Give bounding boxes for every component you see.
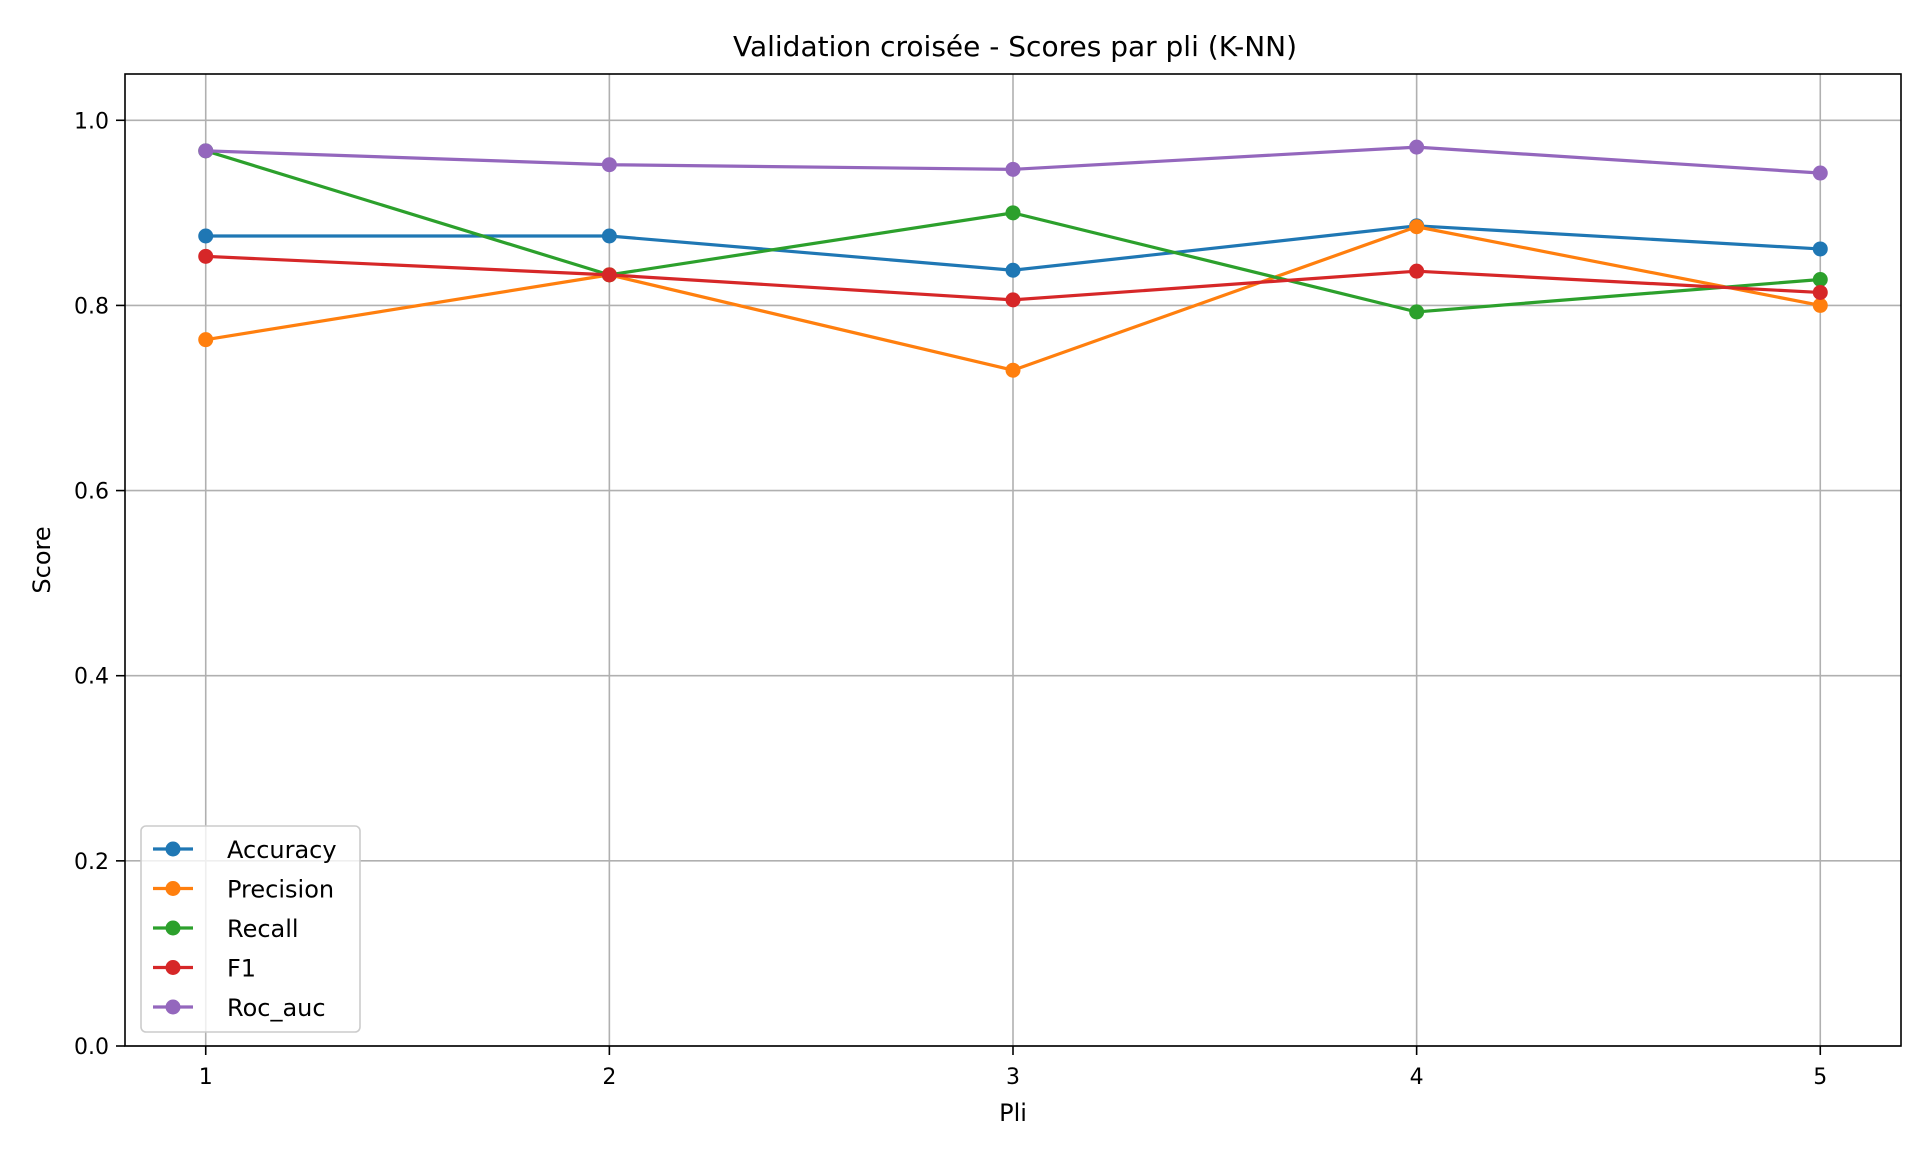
data-point-recall bbox=[1812, 272, 1828, 288]
legend-item-precision: Precision bbox=[153, 876, 334, 904]
data-point-f1 bbox=[198, 248, 214, 264]
legend: Accuracy Precision Recall F1 Roc_auc bbox=[140, 825, 361, 1033]
legend-marker-roc-auc bbox=[165, 999, 181, 1015]
legend-label-precision: Precision bbox=[227, 876, 334, 904]
legend-label-roc-auc: Roc_auc bbox=[227, 994, 326, 1022]
y-axis-ticks: 0.0 0.2 0.4 0.6 0.8 1.0 bbox=[74, 109, 125, 1060]
legend-item-roc-auc: Roc_auc bbox=[153, 994, 326, 1022]
legend-item-accuracy: Accuracy bbox=[153, 836, 337, 864]
data-point-precision bbox=[1812, 297, 1828, 313]
data-point-accuracy bbox=[198, 228, 214, 244]
series-layer bbox=[198, 139, 1828, 378]
y-tick-label: 0.8 bbox=[74, 294, 109, 319]
x-axis-label: Pli bbox=[999, 1099, 1027, 1127]
data-point-accuracy bbox=[1005, 262, 1021, 278]
data-point-precision bbox=[1409, 219, 1425, 235]
y-tick-label: 1.0 bbox=[74, 109, 109, 134]
x-tick-label: 5 bbox=[1813, 1065, 1827, 1090]
plot-frame bbox=[124, 73, 1902, 1047]
y-tick-label: 0.6 bbox=[74, 480, 109, 505]
legend-item-recall: Recall bbox=[153, 915, 299, 943]
data-point-roc-auc bbox=[198, 143, 214, 159]
data-point-accuracy bbox=[1812, 241, 1828, 257]
legend-item-f1: F1 bbox=[153, 955, 256, 983]
x-tick-label: 3 bbox=[1006, 1065, 1020, 1090]
legend-label-accuracy: Accuracy bbox=[227, 836, 337, 864]
data-point-f1 bbox=[601, 267, 617, 283]
series-f1 bbox=[198, 248, 1828, 308]
x-tick-label: 1 bbox=[199, 1065, 213, 1090]
data-point-recall bbox=[1005, 205, 1021, 221]
data-point-roc-auc bbox=[601, 157, 617, 173]
data-point-roc-auc bbox=[1409, 139, 1425, 155]
legend-marker-accuracy bbox=[165, 841, 181, 857]
y-tick-label: 0.4 bbox=[74, 665, 109, 690]
series-roc-auc bbox=[198, 139, 1828, 181]
data-point-precision bbox=[198, 332, 214, 348]
legend-label-f1: F1 bbox=[227, 955, 256, 983]
x-tick-label: 2 bbox=[602, 1065, 616, 1090]
data-point-recall bbox=[1409, 304, 1425, 320]
legend-marker-f1 bbox=[165, 960, 181, 975]
data-point-roc-auc bbox=[1005, 161, 1021, 177]
data-point-f1 bbox=[1812, 284, 1828, 300]
y-tick-label: 0.0 bbox=[74, 1035, 109, 1060]
x-axis-ticks: 1 2 3 4 5 bbox=[199, 1046, 1827, 1090]
legend-label-recall: Recall bbox=[227, 915, 299, 943]
data-point-roc-auc bbox=[1812, 165, 1828, 181]
data-point-f1 bbox=[1409, 263, 1425, 279]
legend-box bbox=[140, 825, 361, 1033]
chart-title: Validation croisée - Scores par pli (K-N… bbox=[733, 30, 1297, 63]
legend-marker-precision bbox=[165, 881, 181, 896]
y-axis-label: Score bbox=[28, 526, 56, 593]
data-point-f1 bbox=[1005, 292, 1021, 308]
data-point-accuracy bbox=[601, 228, 617, 244]
x-tick-label: 4 bbox=[1410, 1065, 1424, 1090]
y-tick-label: 0.2 bbox=[74, 850, 109, 875]
legend-marker-recall bbox=[165, 920, 181, 936]
data-point-precision bbox=[1005, 362, 1021, 378]
